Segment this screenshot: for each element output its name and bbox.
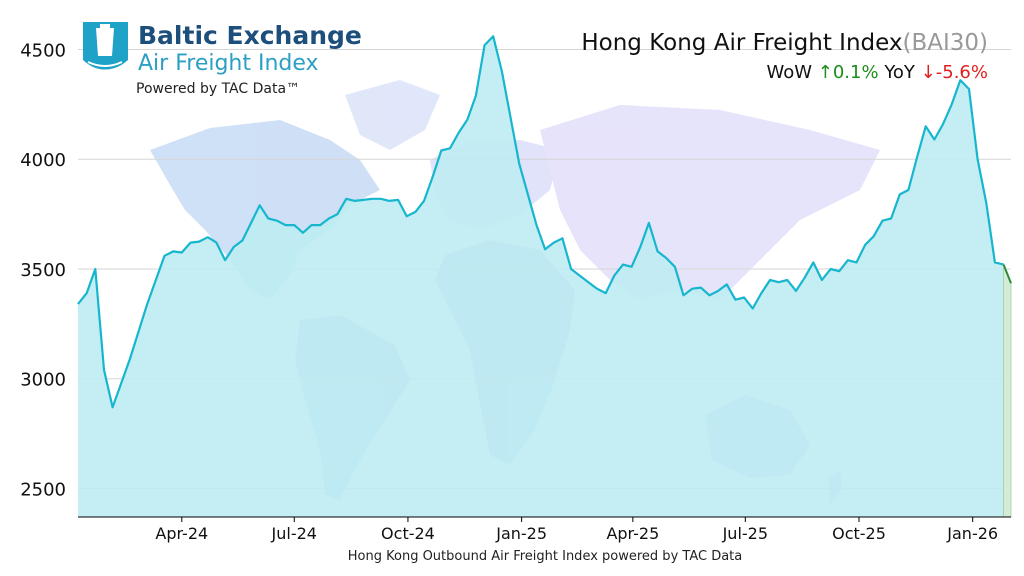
x-tick-label: Oct-24 — [381, 524, 435, 543]
chart-title-block: Hong Kong Air Freight Index(BAI30) WoW ↑… — [581, 30, 988, 83]
y-tick-label: 2500 — [20, 479, 66, 500]
x-tick-label: Apr-25 — [606, 524, 659, 543]
brand-powered-by: Powered by TAC Data™ — [136, 81, 300, 97]
svg-text:WoW ↑0.1% YoY ↓-5.6%: WoW ↑0.1% YoY ↓-5.6% — [766, 62, 988, 83]
x-tick-label: Jul-25 — [722, 524, 768, 543]
index-area-fill — [78, 36, 1004, 518]
asia-shape — [540, 105, 880, 300]
baltic-exchange-logo: Baltic Exchange Air Freight Index Powere… — [83, 21, 362, 97]
y-tick-label: 3000 — [20, 370, 66, 391]
yoy-label: YoY — [883, 62, 916, 83]
index-line — [77, 35, 1004, 409]
y-tick-label: 4000 — [20, 150, 66, 171]
wow-up-arrow-icon: ↑ — [818, 62, 833, 83]
chart-title: Hong Kong Air Freight Index — [581, 30, 902, 56]
wow-value: 0.1% — [833, 62, 879, 83]
latest-week-line — [1002, 264, 1012, 284]
x-axis-label: Hong Kong Outbound Air Freight Index pow… — [348, 549, 742, 564]
brand-name: Baltic Exchange — [138, 21, 362, 50]
svg-text:Hong Kong Air Freight Index(BA: Hong Kong Air Freight Index(BAI30) — [581, 30, 988, 56]
yoy-down-arrow-icon: ↓ — [921, 62, 936, 83]
yoy-value: -5.6% — [936, 62, 988, 83]
index-code: (BAI30) — [902, 30, 988, 56]
x-axis-ticks: Apr-24 Jul-24 Oct-24 Jan-25 Apr-25 Jul-25 Oct-… — [155, 517, 998, 543]
x-tick-label: Oct-25 — [832, 524, 886, 543]
x-tick-label: Jan-25 — [495, 524, 547, 543]
lighthouse-shield-icon — [83, 22, 128, 72]
north-america-shape — [150, 120, 380, 300]
greenland-shape — [345, 80, 440, 150]
latest-week-area-fill — [1003, 264, 1012, 518]
y-axis-ticks: 2500 3000 3500 4000 4500 — [20, 41, 66, 501]
x-tick-label: Apr-24 — [155, 524, 208, 543]
wow-label: WoW — [766, 62, 812, 83]
brand-product: Air Freight Index — [138, 51, 319, 76]
y-tick-label: 3500 — [20, 260, 66, 281]
y-tick-label: 4500 — [20, 41, 66, 62]
x-tick-label: Jan-26 — [946, 524, 998, 543]
x-tick-label: Jul-24 — [271, 524, 317, 543]
